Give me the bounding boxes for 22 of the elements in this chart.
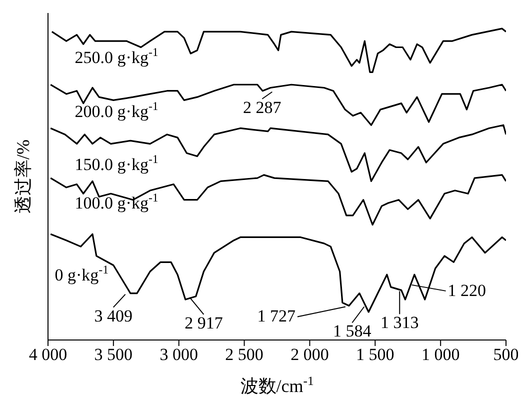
series-label: 200.0 g·kg$^{-1}$ bbox=[74, 98, 158, 121]
series-label: 150.0 g·kg$^{-1}$ bbox=[74, 152, 158, 174]
x-tick-label: 4 000 bbox=[28, 345, 68, 364]
series-label: 100.0 g·kg$^{-1}$ bbox=[74, 190, 158, 212]
annotation: 1 313 bbox=[380, 313, 419, 332]
annotation: 1 584 bbox=[333, 322, 372, 341]
x-tick-label: 3 500 bbox=[94, 345, 133, 364]
x-axis-title: 波数/cm$^{-1}$ bbox=[240, 374, 314, 396]
y-axis-title: 透过率/% bbox=[13, 140, 33, 214]
series-label: 250.0 g·kg$^{-1}$ bbox=[74, 44, 158, 67]
annotation: 2 917 bbox=[184, 313, 224, 332]
annotation: 2 287 bbox=[243, 98, 282, 117]
x-tick-label: 1 500 bbox=[356, 345, 394, 364]
x-tick-label: 2 500 bbox=[225, 345, 264, 364]
x-tick-label: 2 000 bbox=[290, 345, 329, 364]
annotation: 1 727 bbox=[257, 306, 296, 326]
x-tick-label: 1 000 bbox=[421, 345, 460, 364]
x-tick-label: 500 bbox=[493, 345, 519, 364]
series-label: 0 g·kg$^{-1}$ bbox=[54, 262, 109, 285]
x-tick-label: 3 000 bbox=[160, 345, 198, 364]
annotation: 3 409 bbox=[94, 306, 132, 326]
annotation: 1 220 bbox=[448, 280, 486, 300]
